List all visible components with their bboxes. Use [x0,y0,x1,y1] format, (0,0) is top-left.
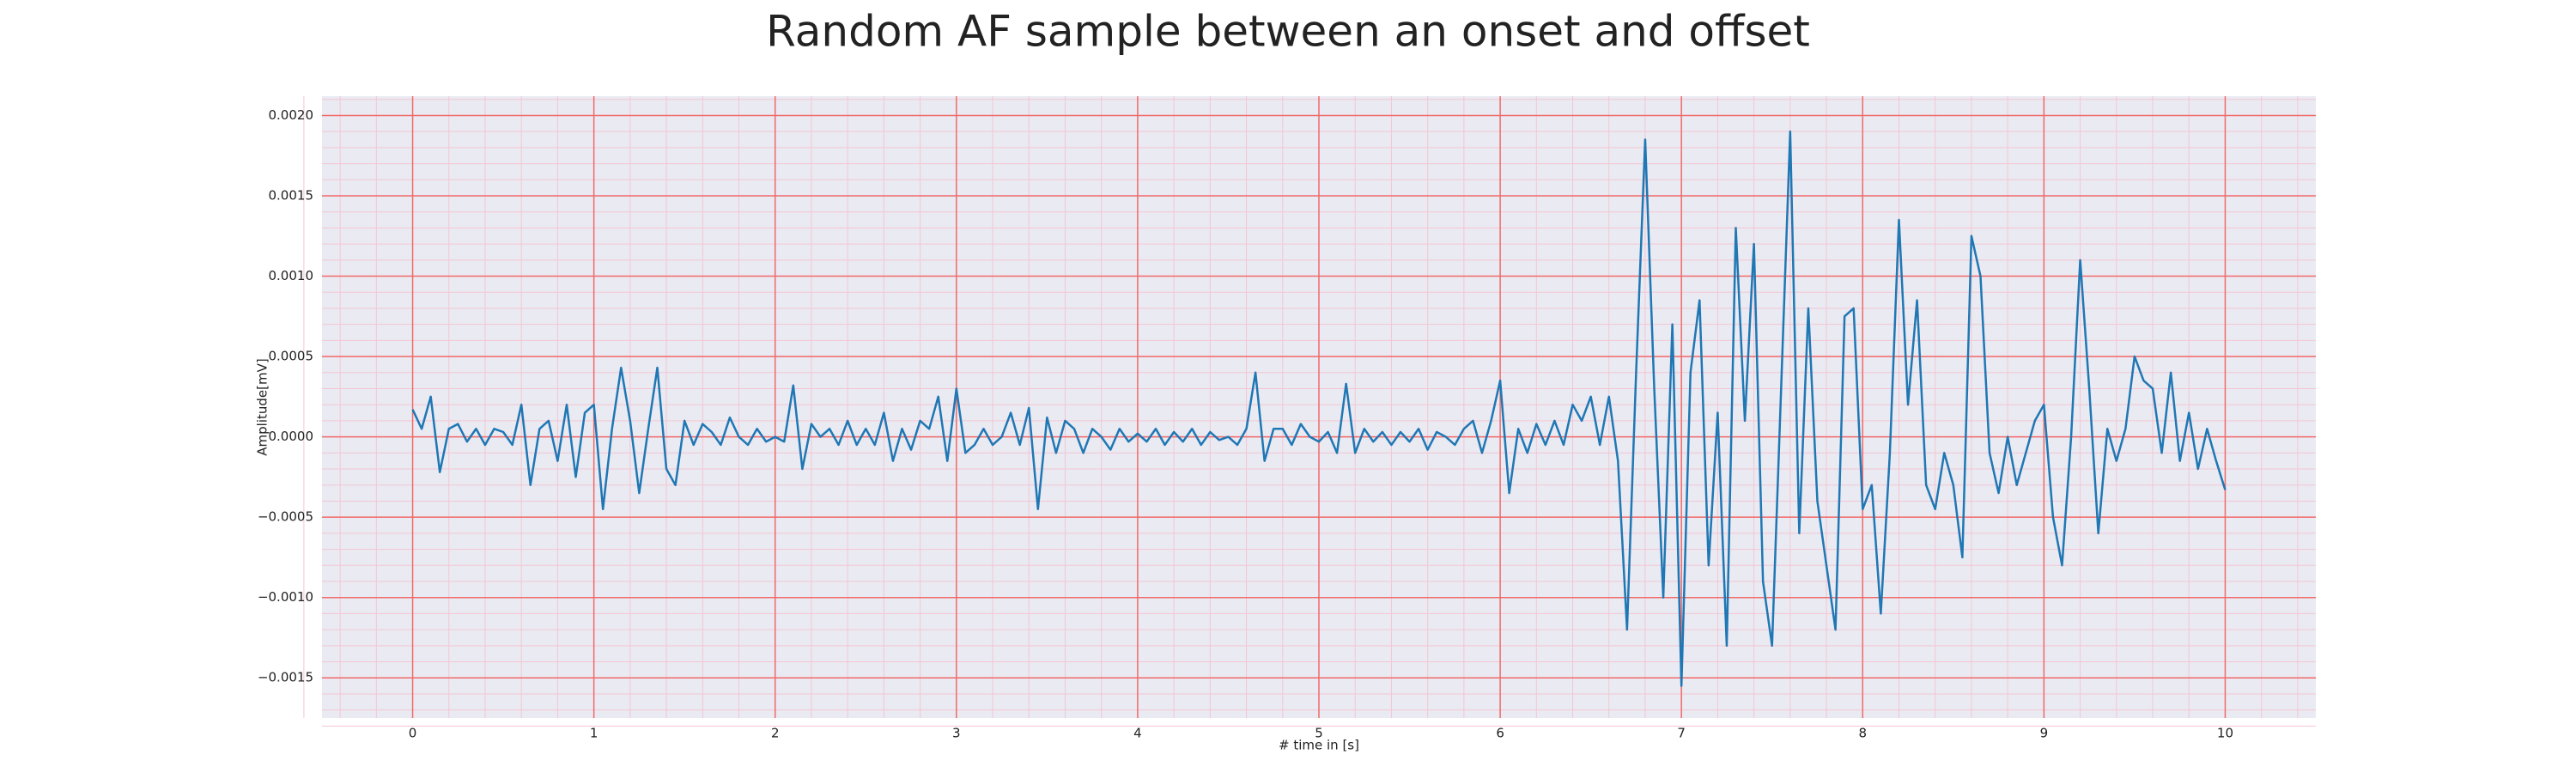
x-axis-label: # time in [s] [1279,738,1359,753]
y-axis-label: Amplitude[mV] [255,358,270,455]
x-tick-label: 6 [1496,726,1504,741]
y-tick-label: 0.0010 [269,268,314,283]
x-tick-label: 9 [2040,726,2049,741]
y-tick-label: 0.0015 [269,187,314,203]
x-tick-label: 1 [590,726,598,741]
y-tick-label: −0.0010 [258,589,313,605]
x-tick-label: 2 [771,726,780,741]
x-tick-label: 5 [1315,726,1323,741]
major-grid [322,96,2316,718]
x-tick-label: 8 [1858,726,1867,741]
x-tick-label: 3 [952,726,961,741]
x-tick-label: 7 [1677,726,1686,741]
x-tick-label: 4 [1133,726,1142,741]
x-tick-label: 10 [2217,726,2233,741]
y-tick-label: 0.0000 [269,429,314,444]
x-tick-label: 0 [409,726,417,741]
y-tick-label: 0.0005 [269,349,314,364]
y-tick-label: −0.0005 [258,509,313,525]
chart-title: Random AF sample between an onset and of… [766,7,1810,57]
y-tick-label: 0.0020 [269,107,314,123]
signal-line [411,130,2227,687]
y-tick-label: −0.0015 [258,670,313,685]
